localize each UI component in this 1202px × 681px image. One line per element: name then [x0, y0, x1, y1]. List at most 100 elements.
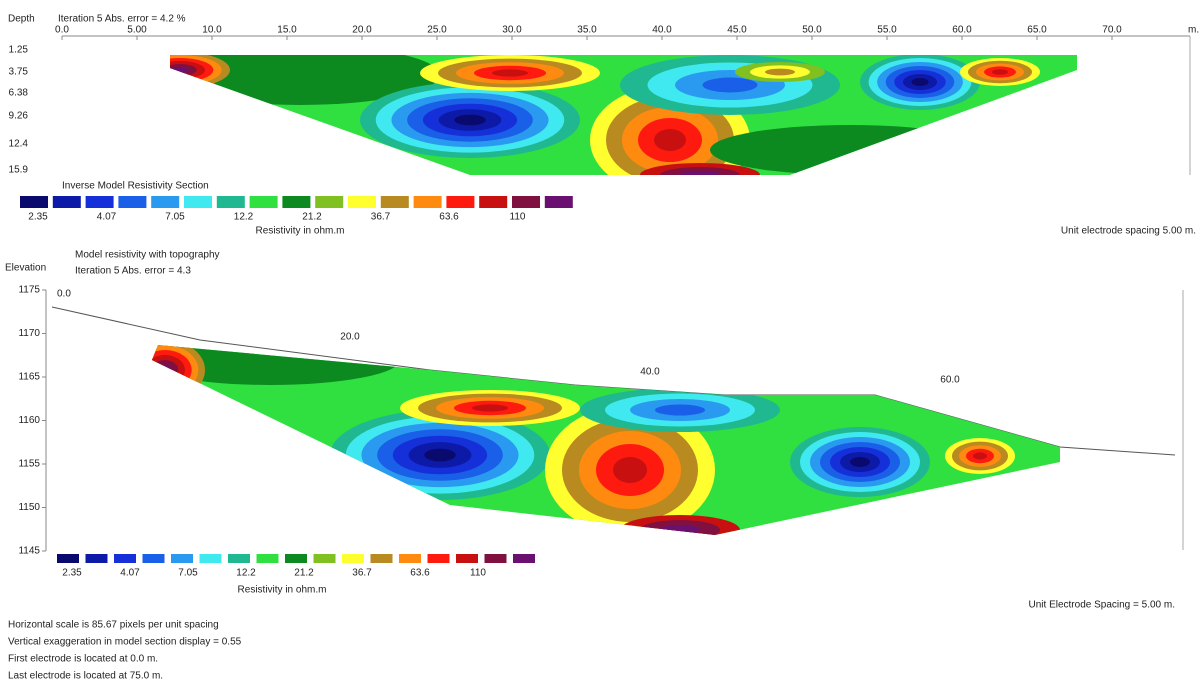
elevation-tick-label: 1145	[18, 546, 40, 557]
contour	[702, 77, 758, 93]
legend-swatch	[249, 196, 278, 208]
legend-label: 12.2	[234, 212, 254, 223]
distance-label: 40.0	[640, 367, 660, 378]
x-tick-label: 65.0	[1027, 25, 1047, 36]
legend-swatch	[171, 554, 193, 563]
distance-label: 0.0	[57, 289, 71, 300]
legend-swatch	[85, 196, 114, 208]
note: Last electrode is located at 75.0 m.	[8, 671, 163, 681]
x-tick-label: 40.0	[652, 25, 672, 36]
legend-swatch	[85, 554, 108, 563]
legend-swatch	[114, 554, 136, 563]
legend-swatch	[151, 196, 180, 208]
legend-label: 7.05	[165, 212, 185, 223]
legend-label: 63.6	[410, 568, 430, 579]
section-top	[170, 55, 1077, 175]
contour	[424, 448, 456, 462]
legend-label: 4.07	[120, 568, 140, 579]
legend-label: 7.05	[178, 568, 198, 579]
x-tick-label: 15.0	[277, 25, 297, 36]
depth-tick-label: 6.38	[9, 88, 29, 99]
legend-swatch	[479, 196, 508, 208]
iteration: Iteration 5 Abs. error = 4.2 %	[58, 14, 186, 25]
legend-swatch	[513, 554, 535, 563]
x-tick-label: 35.0	[577, 25, 597, 36]
note: Horizontal scale is 85.67 pixels per uni…	[8, 620, 219, 631]
contour	[171, 67, 189, 73]
elevation-tick-label: 1160	[18, 415, 40, 426]
legend-label: 110	[470, 568, 486, 579]
depth-tick-label: 15.9	[9, 165, 29, 176]
x-tick-label: 55.0	[877, 25, 897, 36]
legend-label: 2.35	[28, 212, 48, 223]
depth-tick-label: 12.4	[9, 139, 29, 150]
legend-swatch	[427, 554, 450, 563]
legend-label: 63.6	[439, 212, 459, 223]
legend-swatch	[199, 554, 222, 563]
contour	[454, 114, 486, 126]
depth-tick-label: 1.25	[9, 45, 29, 56]
x-tick-label: 0.0	[55, 25, 69, 36]
depth-tick-label: 9.26	[9, 111, 29, 122]
legend-swatch	[446, 196, 475, 208]
legend-swatch	[313, 554, 336, 563]
legend-swatch	[228, 554, 250, 563]
contour	[613, 457, 647, 483]
note: First electrode is located at 0.0 m.	[8, 654, 158, 665]
legend-swatch	[348, 196, 376, 208]
legend-swatch	[413, 196, 442, 208]
unit: m.	[1188, 25, 1199, 36]
distance-label: 60.0	[940, 375, 960, 386]
legend-swatch	[399, 554, 421, 563]
contour	[152, 355, 185, 385]
legend-label: 110	[510, 212, 526, 223]
legend-swatch	[342, 554, 364, 563]
bottom-title: Model resistivity with topography	[75, 250, 220, 261]
x-tick-label: 25.0	[427, 25, 447, 36]
contour	[973, 452, 987, 460]
elevation-tick-label: 1165	[18, 372, 40, 383]
spacing: Unit electrode spacing 5.00 m.	[1061, 226, 1196, 237]
contour	[850, 457, 870, 467]
contour	[654, 129, 686, 151]
legend-swatch	[256, 554, 279, 563]
depth-label: Depth	[8, 14, 35, 25]
legend-axis: Resistivity in ohm.m	[238, 585, 327, 596]
x-tick-label: 30.0	[502, 25, 522, 36]
contour	[640, 163, 760, 175]
x-tick-label: 20.0	[352, 25, 372, 36]
contour	[655, 404, 705, 416]
legend-label: 21.2	[302, 212, 322, 223]
legend-swatch	[142, 554, 165, 563]
legend-swatch	[216, 196, 245, 208]
legend-label: 2.35	[62, 568, 82, 579]
contour	[992, 69, 1008, 75]
legend-label: 4.07	[97, 212, 117, 223]
legend-swatch	[315, 196, 344, 208]
x-tick-label: 5.00	[127, 25, 147, 36]
contour	[660, 525, 700, 535]
legend-label: 21.2	[294, 568, 314, 579]
elevation-tick-label: 1150	[18, 502, 40, 513]
legend-swatch	[118, 196, 147, 208]
elevation-tick-label: 1175	[18, 285, 40, 296]
x-tick-label: 60.0	[952, 25, 972, 36]
elevation-tick-label: 1170	[18, 328, 40, 339]
legend-label: 12.2	[236, 568, 256, 579]
distance-label: 20.0	[340, 332, 360, 343]
bottom-iteration: Iteration 5 Abs. error = 4.3	[75, 266, 191, 277]
contour	[680, 171, 720, 175]
contour	[472, 404, 508, 412]
x-tick-label: 50.0	[802, 25, 822, 36]
note: Vertical exaggeration in model section d…	[8, 637, 242, 648]
legend-swatch	[52, 196, 81, 208]
legend-swatch	[282, 196, 311, 208]
elevation-label: Elevation	[5, 263, 46, 274]
section-bottom	[152, 345, 1060, 535]
x-tick-label: 10.0	[202, 25, 222, 36]
elevation-tick-label: 1155	[18, 459, 40, 470]
contour	[710, 125, 990, 175]
legend-label: 36.7	[371, 212, 391, 223]
legend-label: 36.7	[352, 568, 372, 579]
